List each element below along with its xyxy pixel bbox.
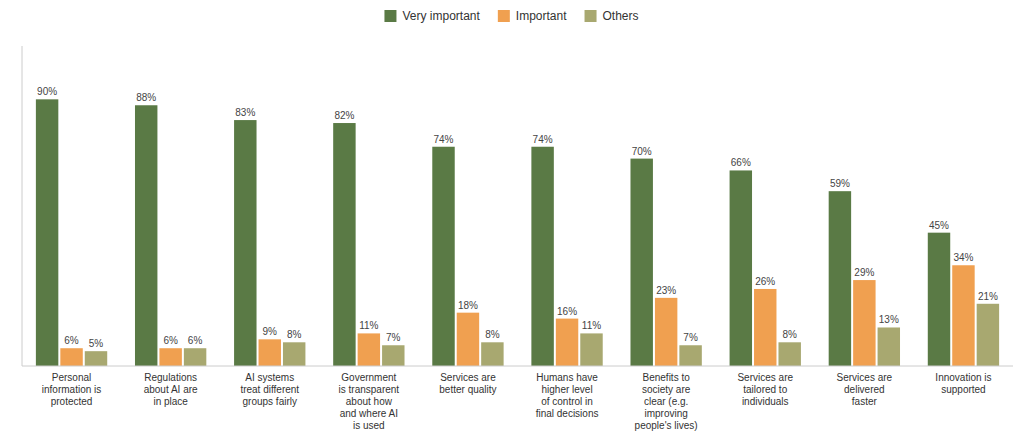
legend-swatch xyxy=(384,10,396,22)
data-label: 6% xyxy=(64,335,79,346)
data-label: 8% xyxy=(485,329,500,340)
baseline xyxy=(22,366,1013,367)
bar xyxy=(977,304,999,366)
x-tick-label: Personalinformation isprotected xyxy=(42,372,101,407)
bar xyxy=(382,345,404,366)
data-label: 13% xyxy=(879,314,899,325)
legend-label: Important xyxy=(516,9,567,23)
bar xyxy=(878,327,900,366)
legend-item: Others xyxy=(585,9,639,23)
bar xyxy=(655,298,677,366)
y-axis-line xyxy=(22,46,23,366)
data-label: 70% xyxy=(632,146,652,157)
bar xyxy=(36,99,58,366)
data-label: 45% xyxy=(929,220,949,231)
bar xyxy=(928,233,950,366)
data-labels: 90% 6% 5% 88% 6% 6% 83% 9% 8% 82% 11% 7% 74% 18% 8% 74%… xyxy=(37,86,998,349)
bar xyxy=(679,345,701,366)
bar xyxy=(184,348,206,366)
data-label: 23% xyxy=(656,285,676,296)
data-label: 74% xyxy=(533,134,553,145)
x-tick-labels: Personalinformation isprotected Regulatio… xyxy=(42,372,992,431)
data-label: 83% xyxy=(235,107,255,118)
bar xyxy=(259,339,281,366)
bar xyxy=(730,170,752,366)
bar xyxy=(531,147,553,366)
data-label: 90% xyxy=(37,86,57,97)
bar xyxy=(778,342,800,366)
x-tick-label: Humans havehigher levelof control infina… xyxy=(536,372,599,419)
x-tick-label: Regulationsabout AI arein place xyxy=(144,372,198,407)
bar xyxy=(580,333,602,366)
data-label: 29% xyxy=(854,267,874,278)
bar xyxy=(333,123,355,366)
data-label: 88% xyxy=(136,92,156,103)
bar xyxy=(234,120,256,366)
data-label: 59% xyxy=(830,178,850,189)
bar xyxy=(358,333,380,366)
bar xyxy=(630,159,652,366)
data-label: 11% xyxy=(582,320,601,331)
x-tick-label: Benefits tosociety areclear (e.g.improvi… xyxy=(635,372,698,431)
x-tick-label: Governmentis transparentabout howand whe… xyxy=(339,372,400,431)
data-label: 7% xyxy=(386,332,401,343)
data-label: 8% xyxy=(287,329,302,340)
bar xyxy=(432,147,454,366)
bar xyxy=(952,265,974,366)
data-label: 6% xyxy=(188,335,203,346)
bar xyxy=(457,313,479,366)
bar xyxy=(556,319,578,366)
chart: 90% 6% 5% 88% 6% 6% 83% 9% 8% 82% 11% 7% 74% 18% 8% 74%… xyxy=(0,0,1023,444)
data-label: 74% xyxy=(433,134,453,145)
x-tick-label: AI systemstreat differentgroups fairly xyxy=(240,372,299,407)
x-tick-label: Innovation issupported xyxy=(935,372,991,395)
bar xyxy=(829,191,851,366)
data-label: 7% xyxy=(683,332,698,343)
x-tick-label: Services aretailored toindividuals xyxy=(737,372,793,407)
bar xyxy=(853,280,875,366)
legend-label: Others xyxy=(603,9,639,23)
bar xyxy=(283,342,305,366)
data-label: 5% xyxy=(89,338,104,349)
data-label: 26% xyxy=(755,276,775,287)
bar xyxy=(754,289,776,366)
x-tick-label: Services aredeliveredfaster xyxy=(837,372,893,407)
data-label: 8% xyxy=(782,329,797,340)
legend-label: Very important xyxy=(402,9,480,23)
bar xyxy=(135,105,157,366)
data-label: 9% xyxy=(263,326,278,337)
data-label: 82% xyxy=(334,110,354,121)
data-label: 66% xyxy=(731,157,751,168)
bars xyxy=(36,99,999,366)
x-tick-label: Services arebetter quality xyxy=(439,372,496,395)
legend-swatch xyxy=(498,10,510,22)
bar xyxy=(159,348,181,366)
bar xyxy=(60,348,82,366)
data-label: 6% xyxy=(163,335,178,346)
legend-item: Very important xyxy=(384,9,480,23)
legend-swatch xyxy=(585,10,597,22)
bar xyxy=(481,342,503,366)
data-label: 34% xyxy=(953,252,973,263)
legend-item: Important xyxy=(498,9,567,23)
data-label: 18% xyxy=(458,300,478,311)
data-label: 21% xyxy=(978,291,998,302)
data-label: 11% xyxy=(359,320,378,331)
legend: Very important Important Others xyxy=(384,9,638,23)
data-label: 16% xyxy=(557,306,577,317)
bar xyxy=(85,351,107,366)
